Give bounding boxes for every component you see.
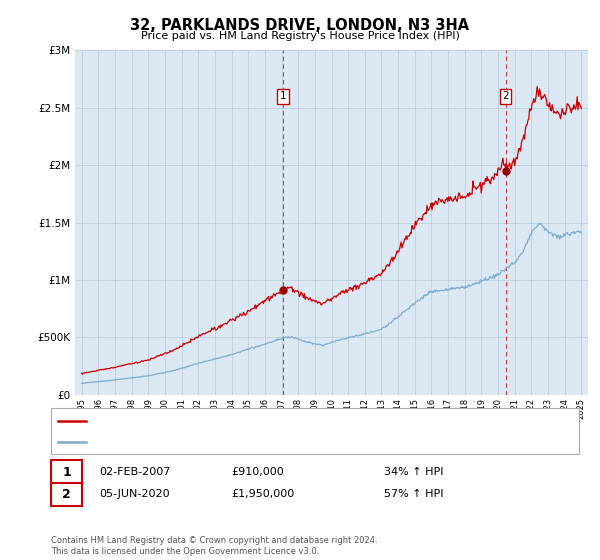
Text: 05-JUN-2020: 05-JUN-2020 (99, 489, 170, 499)
Text: 1: 1 (280, 91, 287, 101)
Text: 2: 2 (502, 91, 509, 101)
Text: 1: 1 (62, 465, 71, 479)
Text: 32, PARKLANDS DRIVE, LONDON, N3 3HA: 32, PARKLANDS DRIVE, LONDON, N3 3HA (130, 18, 470, 33)
Text: 34% ↑ HPI: 34% ↑ HPI (384, 466, 443, 477)
Text: 57% ↑ HPI: 57% ↑ HPI (384, 489, 443, 499)
Text: Price paid vs. HM Land Registry's House Price Index (HPI): Price paid vs. HM Land Registry's House … (140, 31, 460, 41)
Text: HPI: Average price, detached house, Barnet: HPI: Average price, detached house, Barn… (92, 437, 310, 447)
Text: 2: 2 (62, 488, 71, 501)
Text: £1,950,000: £1,950,000 (231, 489, 294, 499)
Text: £910,000: £910,000 (231, 466, 284, 477)
Text: Contains HM Land Registry data © Crown copyright and database right 2024.
This d: Contains HM Land Registry data © Crown c… (51, 536, 377, 556)
Text: 02-FEB-2007: 02-FEB-2007 (99, 466, 170, 477)
Text: 32, PARKLANDS DRIVE, LONDON, N3 3HA (detached house): 32, PARKLANDS DRIVE, LONDON, N3 3HA (det… (92, 416, 389, 426)
